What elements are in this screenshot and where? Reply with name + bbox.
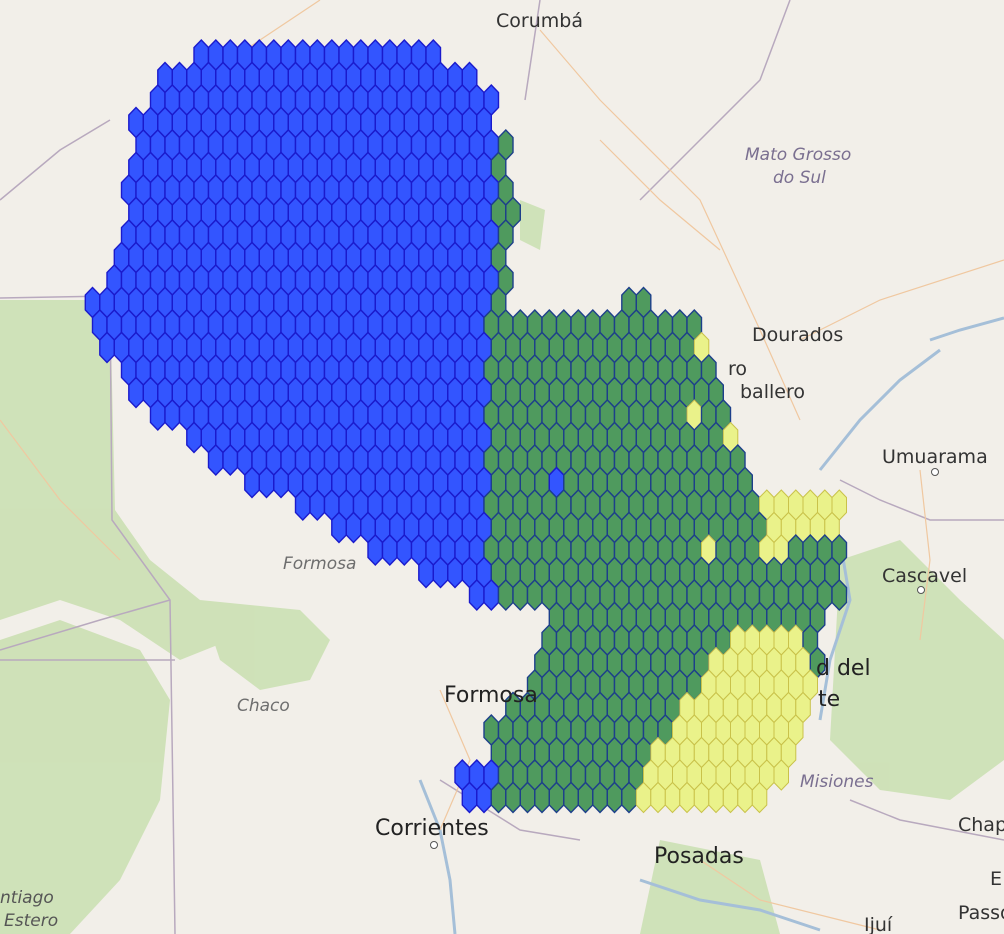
hex-cell-blue	[367, 533, 384, 567]
label-umuarama: Umuarama	[882, 446, 988, 468]
hex-cell-blue	[476, 781, 492, 814]
hex-cell-blue	[432, 556, 449, 589]
hex-cell-blue	[207, 443, 224, 477]
hexbin-layer	[84, 38, 848, 814]
label-formosa-city: Formosa	[444, 683, 538, 708]
hex-cell-green	[526, 578, 543, 612]
hex-cell-blue	[461, 781, 478, 814]
city-dot-umuarama	[931, 468, 939, 476]
label-formosa-region: Formosa	[283, 554, 357, 574]
hex-cell-green	[497, 578, 514, 612]
label-mato-grosso: Mato Grosso	[745, 145, 852, 165]
label-passo: Passo	[958, 902, 1004, 924]
hex-cell-blue	[381, 533, 398, 567]
hex-cell-blue	[396, 533, 413, 567]
vegetation-areas	[0, 200, 1004, 934]
hex-cell-green	[505, 781, 521, 814]
hex-cell-green	[512, 578, 529, 612]
hex-cell-blue	[468, 578, 485, 612]
hex-cell-green	[563, 781, 579, 814]
hex-cell-blue	[309, 488, 326, 522]
hex-cell-blue	[222, 443, 239, 477]
label-ballero: ballero	[740, 381, 805, 403]
label-chaco: Chaco	[237, 696, 290, 716]
label-misiones: Misiones	[800, 772, 874, 792]
city-dot-cascavel	[917, 586, 925, 594]
hex-cell-blue	[244, 466, 260, 499]
label-do-sul: do Sul	[773, 168, 826, 188]
hex-cell-blue	[345, 511, 362, 544]
label-chap: Chap	[958, 814, 1004, 836]
hex-cell-green	[592, 781, 608, 814]
label-ro: ro	[728, 358, 748, 380]
hex-cell-yellow	[751, 781, 768, 814]
label-ntiago: ntiago	[0, 888, 54, 908]
hex-cell-blue	[483, 578, 500, 612]
label-dourados: Dourados	[752, 324, 844, 346]
label-d-del: d del	[816, 656, 871, 681]
city-dot-corrientes	[430, 841, 438, 849]
label-cascavel: Cascavel	[882, 565, 968, 587]
label-ijui: Ijuí	[864, 914, 893, 934]
hex-cell-blue	[418, 556, 434, 589]
hex-cell-blue	[294, 488, 311, 522]
label-estero: Estero	[4, 911, 59, 931]
rivers	[418, 316, 1004, 934]
hex-cell-green	[621, 781, 637, 814]
hex-cell-blue	[149, 398, 166, 432]
hex-cell-green	[490, 781, 507, 814]
label-posadas: Posadas	[654, 844, 744, 869]
label-te: te	[818, 687, 841, 712]
hex-cell-blue	[447, 556, 463, 589]
hex-cell-green	[519, 781, 536, 814]
label-corrientes: Corrientes	[375, 816, 489, 841]
hex-cell-green	[548, 781, 565, 814]
hex-cell-green	[577, 781, 594, 814]
hex-cell-blue	[99, 331, 116, 364]
hex-cell-green	[534, 781, 550, 814]
hex-cell-blue	[186, 421, 203, 454]
hex-cell-blue	[258, 466, 275, 499]
hex-cell-blue	[164, 398, 181, 432]
hex-cell-blue	[331, 511, 347, 544]
label-corumba: Corumbá	[496, 10, 583, 32]
hex-cell-green	[831, 578, 848, 612]
hex-cell-green	[606, 781, 623, 814]
hex-cell-yellow	[773, 759, 789, 791]
hex-cell-blue	[273, 466, 289, 499]
label-e: E	[990, 868, 1003, 890]
hex-cell-blue	[128, 376, 145, 409]
